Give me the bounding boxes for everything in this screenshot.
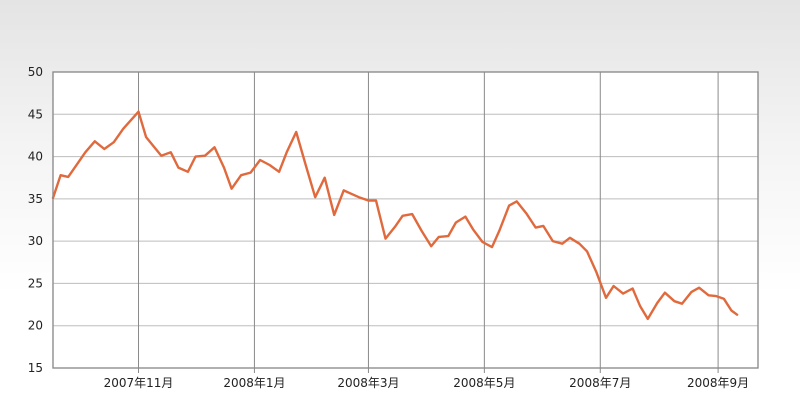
x-tick-label: 2008年3月: [337, 376, 399, 390]
x-tick-label: 2007年11月: [104, 376, 174, 390]
plot-area: [52, 71, 759, 369]
x-tick-label: 2008年9月: [687, 376, 749, 390]
series-layer: [51, 110, 739, 321]
y-tick-label: 50: [28, 65, 43, 79]
series-line: [51, 110, 739, 321]
y-tick-label: 40: [28, 150, 43, 164]
grid: [53, 71, 758, 369]
y-tick-label: 15: [28, 361, 43, 375]
plot-border: [52, 71, 759, 369]
y-tick-label: 25: [28, 276, 43, 290]
x-tick-label: 2008年7月: [569, 376, 631, 390]
y-tick-label: 45: [28, 107, 43, 121]
x-axis: 2007年11月 2008年1月 2008年3月 2008年5月 2008年7月 2008…: [104, 368, 749, 390]
x-tick-label: 2008年1月: [223, 376, 285, 390]
x-tick-label: 2008年5月: [453, 376, 515, 390]
y-tick-label: 30: [28, 234, 43, 248]
y-axis: 15 20 25 30 35 40 45 50: [28, 65, 43, 375]
y-tick-label: 20: [28, 319, 43, 333]
y-tick-label: 35: [28, 192, 43, 206]
